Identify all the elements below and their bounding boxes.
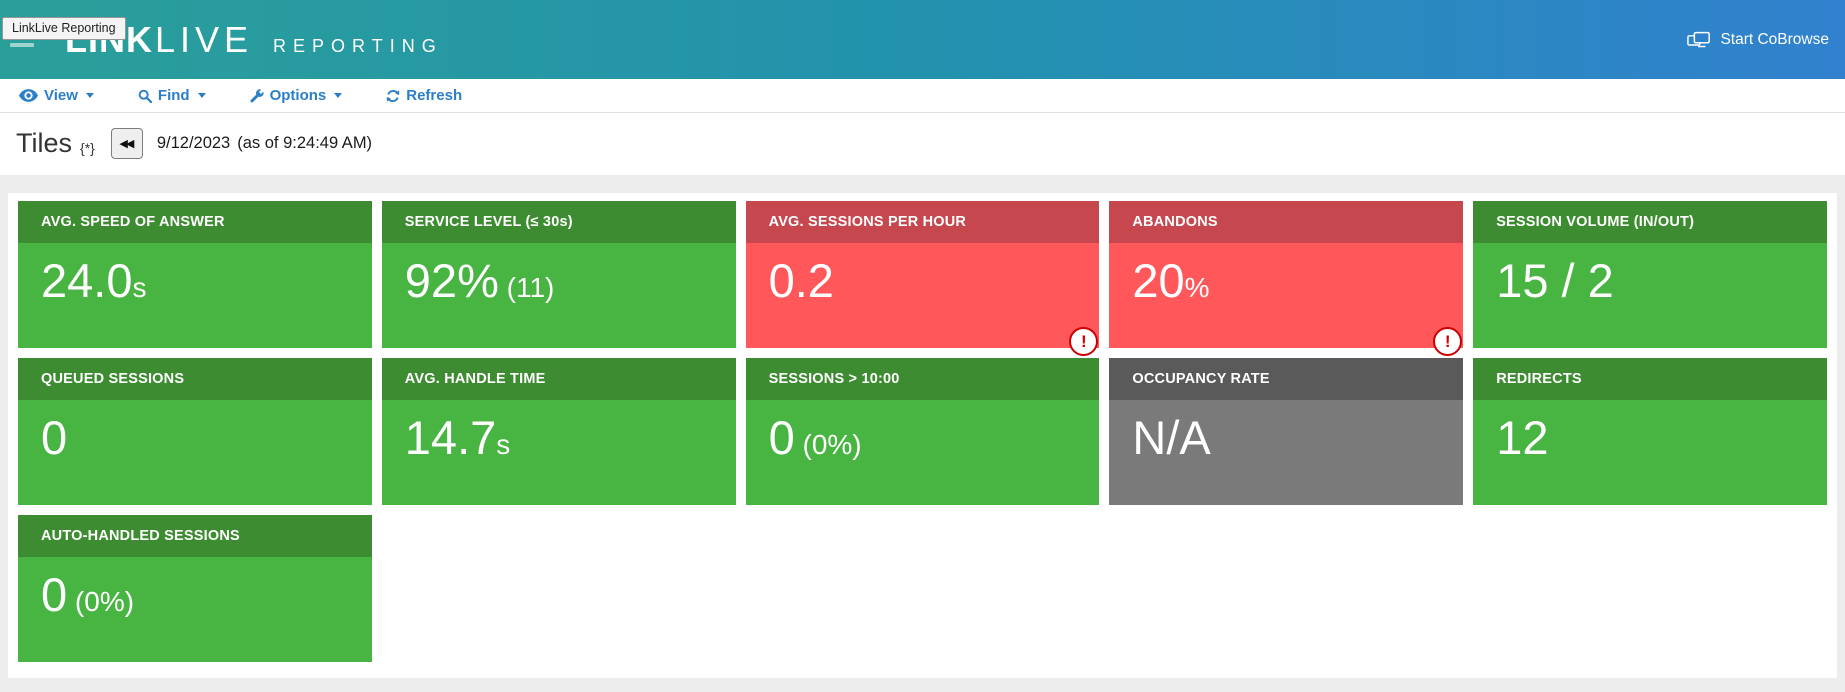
- tile-label: AVG. SPEED OF ANSWER: [18, 201, 372, 243]
- tile-value: 0: [41, 568, 68, 621]
- tile-value-suffix: (0%): [794, 429, 862, 460]
- tile-occupancy-rate: OCCUPANCY RATE N/A: [1109, 358, 1464, 505]
- tile-value-suffix: s: [132, 272, 147, 303]
- tile-avg-sessions-per-hour: AVG. SESSIONS PER HOUR 0.2 !: [745, 201, 1100, 356]
- tile-label: QUEUED SESSIONS: [18, 358, 372, 400]
- tile-label: SESSION VOLUME (IN/OUT): [1473, 201, 1827, 243]
- tile-value: 24.0: [41, 254, 133, 307]
- tile-value: 0: [41, 411, 68, 464]
- tile-redirects: REDIRECTS 12: [1473, 358, 1827, 505]
- tile-auto-handled-sessions: AUTO-HANDLED SESSIONS 0 (0%): [18, 515, 372, 662]
- page-title-suffix: {*}: [80, 139, 95, 156]
- tile-value-suffix: (11): [498, 272, 555, 303]
- find-label: Find: [157, 87, 190, 104]
- tile-value-suffix: %: [1184, 272, 1210, 303]
- find-menu-button[interactable]: Find: [138, 87, 206, 104]
- logo-live-text: LIVE: [155, 18, 254, 60]
- cobrowse-label: Start CoBrowse: [1720, 30, 1829, 48]
- main-content: AVG. SPEED OF ANSWER 24.0s SERVICE LEVEL…: [0, 175, 1845, 678]
- tiles-panel: AVG. SPEED OF ANSWER 24.0s SERVICE LEVEL…: [8, 193, 1837, 678]
- as-of-timestamp: (as of 9:24:49 AM): [237, 134, 373, 152]
- tile-value: 92%: [404, 254, 499, 307]
- alert-icon[interactable]: !: [1069, 327, 1099, 356]
- wrench-icon: [250, 88, 264, 102]
- tile-value: 0.2: [768, 254, 834, 307]
- options-menu-button[interactable]: Options: [250, 87, 343, 104]
- tile-value-suffix: s: [496, 429, 511, 460]
- tiles-grid: AVG. SPEED OF ANSWER 24.0s SERVICE LEVEL…: [18, 201, 1827, 662]
- tile-label: SESSIONS > 10:00: [745, 358, 1100, 400]
- toolbar: View Find Options Refresh: [0, 79, 1845, 113]
- tile-value: 14.7: [404, 411, 497, 464]
- tile-avg-handle-time: AVG. HANDLE TIME 14.7s: [381, 358, 736, 505]
- tile-sessions-over-10: SESSIONS > 10:00 0 (0%): [745, 358, 1100, 505]
- tile-value: 15 / 2: [1496, 254, 1614, 307]
- tile-value: 0: [768, 411, 795, 464]
- rewind-icon: ◀◀: [119, 138, 134, 150]
- tile-label: REDIRECTS: [1473, 358, 1827, 400]
- eye-icon: [19, 89, 38, 102]
- app-header: LinkLive Reporting LINK LIVE REPORTING S…: [0, 0, 1845, 79]
- tile-label: AUTO-HANDLED SESSIONS: [18, 515, 372, 557]
- tile-value: 12: [1496, 411, 1549, 464]
- refresh-button[interactable]: Refresh: [386, 87, 462, 104]
- tile-label: OCCUPANCY RATE: [1109, 358, 1464, 400]
- cobrowse-screens-icon: [1687, 31, 1711, 48]
- chevron-down-icon: [197, 93, 206, 98]
- tile-service-level: SERVICE LEVEL (≤ 30s) 92% (11): [381, 201, 736, 348]
- tile-label: AVG. SESSIONS PER HOUR: [745, 201, 1100, 243]
- start-cobrowse-button[interactable]: Start CoBrowse: [1687, 0, 1829, 79]
- options-label: Options: [269, 87, 327, 104]
- tile-label: AVG. HANDLE TIME: [381, 358, 736, 400]
- tile-session-volume: SESSION VOLUME (IN/OUT) 15 / 2: [1473, 201, 1827, 348]
- logo-reporting-text: REPORTING: [273, 35, 443, 56]
- tile-abandons: ABANDONS 20% !: [1109, 201, 1464, 356]
- search-icon: [138, 89, 152, 103]
- refresh-icon: [387, 89, 400, 102]
- view-label: View: [44, 87, 78, 104]
- tile-queued-sessions: QUEUED SESSIONS 0: [18, 358, 372, 505]
- tile-label: SERVICE LEVEL (≤ 30s): [381, 201, 736, 243]
- tile-value: N/A: [1132, 411, 1211, 464]
- view-menu-button[interactable]: View: [19, 87, 94, 104]
- tile-label: ABANDONS: [1109, 201, 1464, 243]
- chevron-down-icon: [334, 93, 343, 98]
- tile-avg-speed-of-answer: AVG. SPEED OF ANSWER 24.0s: [18, 201, 372, 348]
- tile-value-suffix: (0%): [67, 586, 135, 617]
- report-date: 9/12/2023: [156, 134, 231, 152]
- date-rewind-button[interactable]: ◀◀: [110, 128, 143, 159]
- header-tooltip: LinkLive Reporting: [2, 17, 126, 40]
- chevron-down-icon: [85, 93, 94, 98]
- title-bar: Tiles {*} ◀◀ 9/12/2023 (as of 9:24:49 AM…: [0, 113, 1845, 175]
- page-title: Tiles: [16, 128, 73, 158]
- alert-icon[interactable]: !: [1433, 327, 1463, 356]
- tile-value: 20: [1132, 254, 1185, 307]
- refresh-label: Refresh: [406, 87, 463, 104]
